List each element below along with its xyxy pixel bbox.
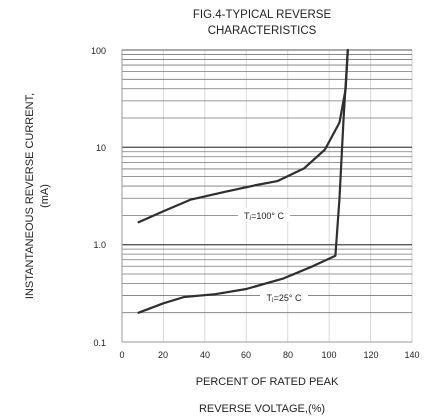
chart-title-line-1: FIG.4-TYPICAL REVERSE xyxy=(193,9,332,21)
x-axis-label-line-1: PERCENT OF RATED PEAK xyxy=(196,376,339,388)
annotation-100c: Tⱼ=100° C xyxy=(238,208,290,222)
series-line-25c xyxy=(137,48,349,314)
x-tick-60: 60 xyxy=(241,350,251,360)
x-tick-100: 100 xyxy=(321,350,336,360)
annotation-25c: Tⱼ=25° C xyxy=(260,290,308,304)
series-line-100c xyxy=(137,48,349,224)
y-axis-label-line-1: INSTANTANEOUS REVERSE CURRENT, xyxy=(24,93,36,299)
x-axis: 0 20 40 60 80 100 120 140 xyxy=(119,350,419,360)
x-axis-label-line-2: REVERSE VOLTAGE,(%) xyxy=(199,403,325,415)
y-axis: 100 10 1.0 0.1 xyxy=(91,46,106,348)
chart-title-line-2: CHARACTERISTICS xyxy=(208,25,317,37)
y-tick-1: 1.0 xyxy=(93,240,106,250)
y-tick-100: 100 xyxy=(91,46,106,56)
y-tick-10: 10 xyxy=(96,143,106,153)
x-tick-80: 80 xyxy=(283,350,293,360)
x-tick-0: 0 xyxy=(119,350,124,360)
x-tick-40: 40 xyxy=(200,350,210,360)
series-layer xyxy=(137,48,349,314)
x-tick-140: 140 xyxy=(404,350,419,360)
annotation-25c-label: Tⱼ=25° C xyxy=(267,293,302,303)
annotation-100c-label: Tⱼ=100° C xyxy=(244,211,284,221)
x-tick-20: 20 xyxy=(158,350,168,360)
x-tick-120: 120 xyxy=(363,350,378,360)
y-tick-0-1: 0.1 xyxy=(93,338,106,348)
y-axis-label-line-2: (mA) xyxy=(39,184,51,208)
